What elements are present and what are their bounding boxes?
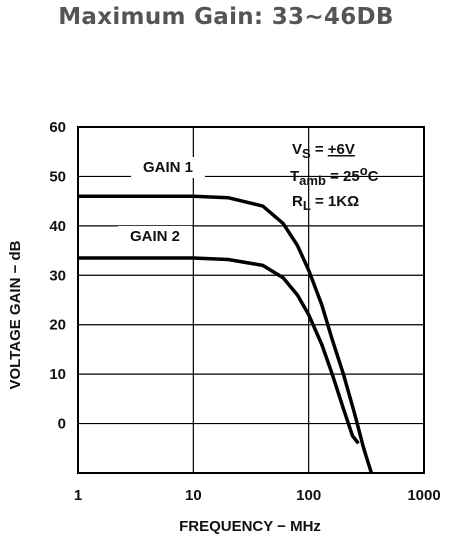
x-tick-label: 1000 [407, 487, 440, 504]
x-tick-label: 1 [74, 487, 82, 504]
series-line-2 [78, 256, 360, 445]
condition-tamb: Tamb = 25oC [290, 163, 379, 188]
y-tick-label: 10 [49, 366, 66, 383]
series-label-1: GAIN 1 [143, 159, 193, 176]
condition-rl: RL = 1KΩ [292, 193, 359, 213]
chart-series [78, 194, 374, 474]
x-axis-label: FREQUENCY − MHz [179, 518, 321, 535]
page-title: Maximum Gain: 33~46DB [58, 4, 394, 30]
series-label-bg [130, 157, 206, 178]
y-tick-label: 30 [49, 267, 66, 284]
y-axis-label: VOLTAGE GAIN − dB [7, 240, 24, 389]
y-tick-label: 0 [58, 416, 66, 433]
chart-labels: GAIN 1 GAIN 2 [117, 157, 206, 247]
chart-grid [77, 126, 425, 474]
y-tick-label: 40 [49, 218, 66, 235]
x-tick-label: 100 [296, 487, 321, 504]
conditions-block: VS = +6V Tamb = 25oC RL = 1KΩ [290, 141, 379, 213]
series-line-1 [78, 194, 374, 474]
y-tick-label: 20 [49, 317, 66, 334]
plot-frame [77, 126, 425, 474]
y-tick-label: 60 [49, 119, 66, 136]
y-tick-label: 50 [49, 168, 66, 185]
series-label-2: GAIN 2 [130, 228, 180, 245]
x-tick-label: 10 [185, 487, 202, 504]
condition-vs: VS = +6V [292, 141, 355, 161]
series-label-bg [117, 226, 193, 247]
